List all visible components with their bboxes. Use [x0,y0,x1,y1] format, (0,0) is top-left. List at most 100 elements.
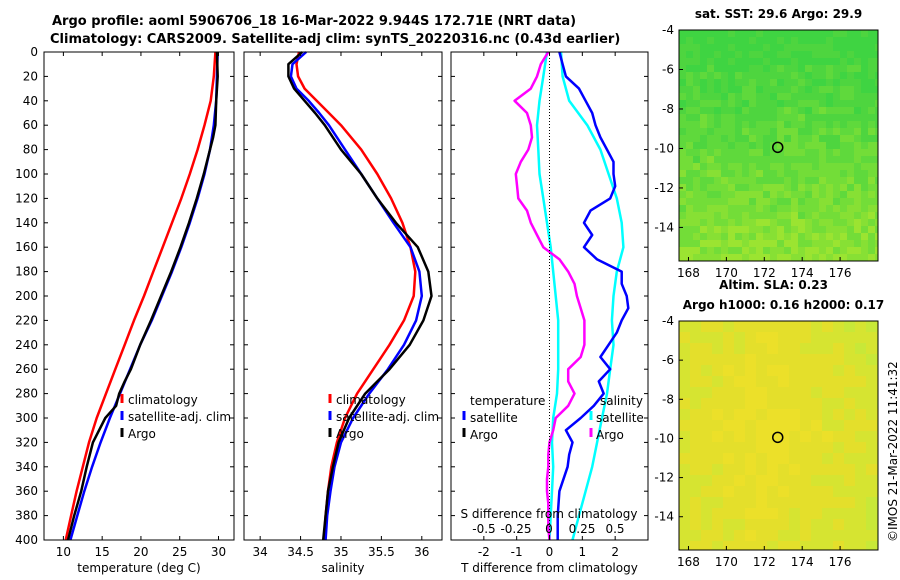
map-cell [833,44,840,51]
map-cell [721,156,728,163]
map-cell [868,156,875,163]
map-cell [826,72,833,79]
map-cell [784,219,791,226]
map-cell [735,170,742,177]
map-cell [756,219,763,226]
map-cell [693,233,700,240]
map-cell [693,128,700,135]
y-tick-label: 380 [15,509,38,523]
map-cell [735,65,742,72]
map-cell [840,156,847,163]
map-cell [742,205,749,212]
y-tick-label: 160 [15,240,38,254]
map-cell [840,107,847,114]
map-cell [763,51,770,58]
map-cell [728,240,735,247]
map-cell [742,65,749,72]
figure-title-line2: Climatology: CARS2009. Satellite-adj cli… [50,32,621,47]
map-cell [811,519,822,530]
map-cell [791,149,798,156]
map-cell [693,163,700,170]
map-cell [749,72,756,79]
map-cell [833,508,844,519]
map-cell [742,177,749,184]
map-cell [805,142,812,149]
map-cell [875,86,878,93]
map-cell [756,530,767,541]
map-cell [707,128,714,135]
map-cell [789,431,800,442]
map-cell [855,475,866,486]
map-cell [833,475,844,486]
map-x-tick-label: 170 [715,555,738,569]
map-cell [742,240,749,247]
map-cell [745,541,756,550]
map-cell [777,184,784,191]
map-cell [811,354,822,365]
map-cell [707,163,714,170]
map-cell [714,191,721,198]
map-cell [875,51,878,58]
map-cell [840,44,847,51]
map-cell [791,156,798,163]
map-cell [714,135,721,142]
map-cell [679,30,686,37]
map-cell [861,44,868,51]
map-cell [822,343,833,354]
map-cell [784,233,791,240]
map-cell [798,184,805,191]
map-cell [844,453,855,464]
map-cell [847,163,854,170]
map-cell [714,184,721,191]
map-cell [679,226,686,233]
map-cell [812,254,819,261]
map-x-tick-label: 172 [753,266,776,280]
map-cell [707,65,714,72]
map-cell [777,156,784,163]
map-cell [701,420,712,431]
map-cell [734,398,745,409]
map-cell [805,100,812,107]
map-cell [789,519,800,530]
map-cell [712,486,723,497]
map-cell [734,409,745,420]
map-frame [678,29,879,262]
map-cell [778,321,789,332]
map-cell [714,247,721,254]
map-cell [721,191,728,198]
map-cell [798,240,805,247]
map-x-tick-label: 170 [715,266,738,280]
map-cell [770,37,777,44]
map-cell [854,135,861,142]
map-cell [770,233,777,240]
map-cell [833,332,844,343]
map-cell [700,72,707,79]
map-cell [728,233,735,240]
map-cell [811,321,822,332]
map-cell [712,519,723,530]
map-cell [833,409,844,420]
map-cell [742,226,749,233]
map-cell [840,205,847,212]
map-cell [819,114,826,121]
map-cell [812,163,819,170]
map-cell [868,51,875,58]
map-cell [686,226,693,233]
map-cell [701,398,712,409]
map-cell [686,233,693,240]
map-cell [714,72,721,79]
map-cell [791,79,798,86]
map-cell [742,219,749,226]
map-cell [789,354,800,365]
map-cell [811,530,822,541]
map-cell [847,114,854,121]
map-cell [756,93,763,100]
map-cell [833,170,840,177]
map-cell [791,93,798,100]
map-cell [728,128,735,135]
map-cell [735,156,742,163]
map-cell [844,365,855,376]
series-line-argo [287,51,433,541]
map-cell [826,30,833,37]
map-cell [833,387,844,398]
